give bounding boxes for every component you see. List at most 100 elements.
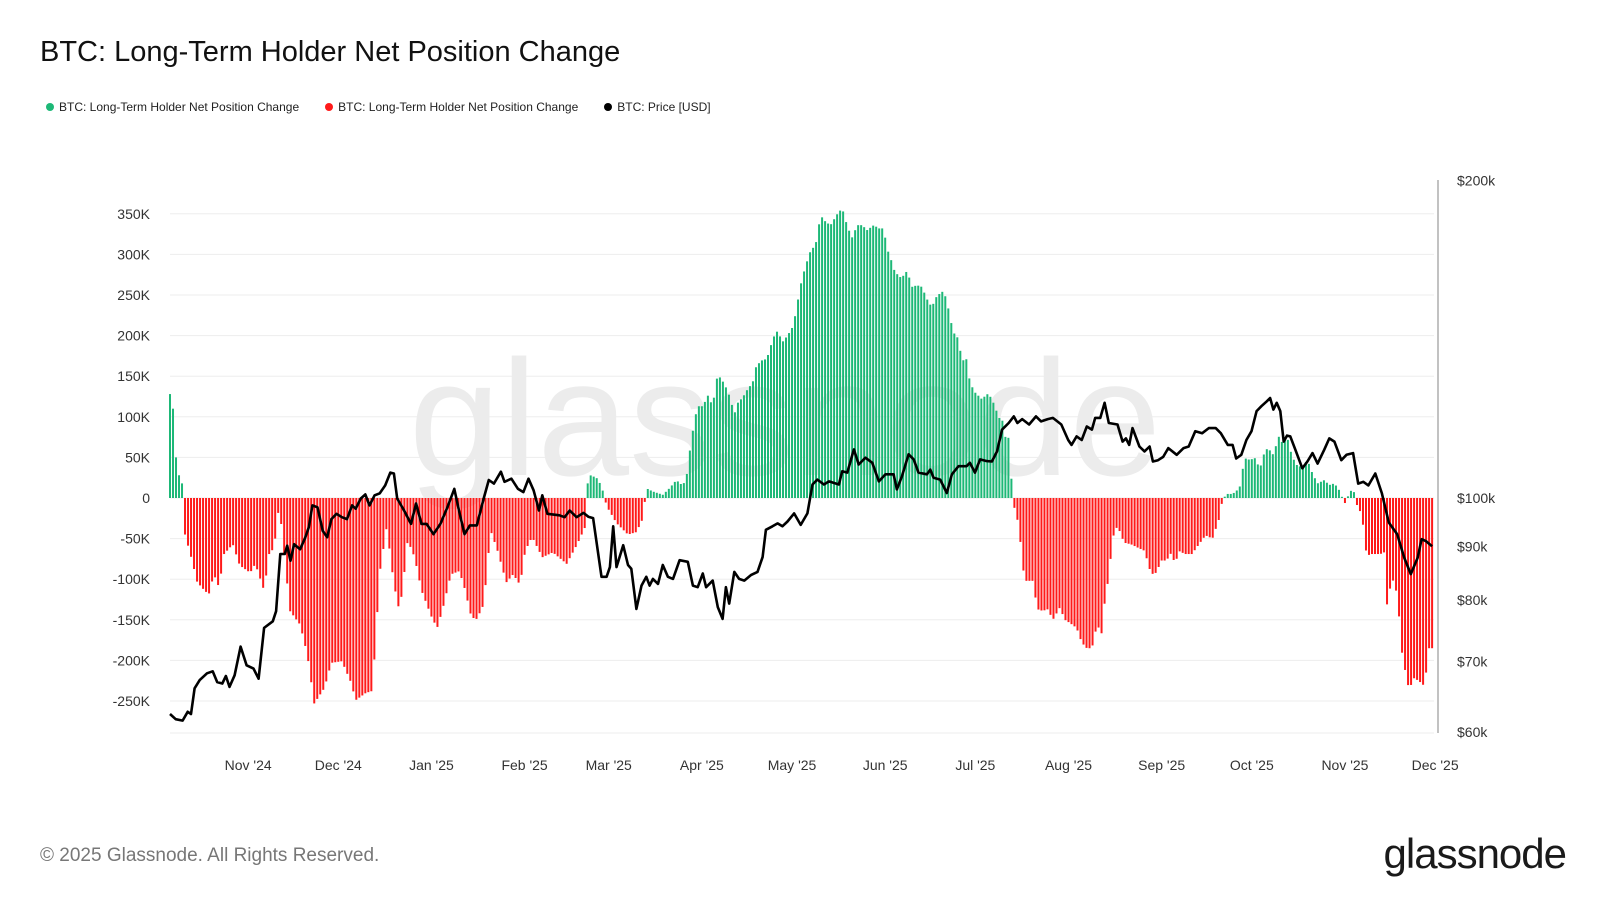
bar-positive xyxy=(926,299,929,498)
bar-negative xyxy=(610,498,613,515)
bar-negative xyxy=(274,498,277,539)
bar-negative xyxy=(316,498,319,699)
bar-negative xyxy=(1049,498,1052,615)
bar-negative xyxy=(619,498,622,528)
bar-positive xyxy=(1253,458,1256,498)
bar-positive xyxy=(685,473,688,498)
bar-positive xyxy=(1283,438,1286,498)
bar-negative xyxy=(547,498,550,555)
bar-negative xyxy=(424,498,427,601)
legend-item-price[interactable]: BTC: Price [USD] xyxy=(604,100,711,114)
bar-negative xyxy=(1085,498,1088,648)
bar-positive xyxy=(887,251,890,498)
bar-negative xyxy=(1175,498,1178,559)
bar-positive xyxy=(742,395,745,498)
bar-positive xyxy=(652,491,655,498)
bar-negative xyxy=(466,498,469,601)
x-tick-label: May '25 xyxy=(768,757,817,773)
bar-positive xyxy=(974,392,977,498)
bar-negative xyxy=(1052,498,1055,619)
bar-positive xyxy=(664,491,667,498)
x-tick-label: Oct '25 xyxy=(1230,757,1274,773)
left-tick-label: 100K xyxy=(117,409,150,425)
bar-negative xyxy=(565,498,568,564)
right-tick-label: $200k xyxy=(1457,173,1496,189)
bar-negative xyxy=(643,498,646,502)
bar-negative xyxy=(1367,498,1370,555)
bar-negative xyxy=(520,498,523,575)
bar-positive xyxy=(1007,437,1010,498)
bar-positive xyxy=(1232,492,1235,498)
bar-positive xyxy=(1337,489,1340,498)
legend-item-net-negative[interactable]: BTC: Long-Term Holder Net Position Chang… xyxy=(325,100,578,114)
bar-positive xyxy=(986,394,989,498)
bar-positive xyxy=(809,252,812,498)
bar-positive xyxy=(1298,466,1301,498)
bar-positive xyxy=(1304,461,1307,498)
bar-negative xyxy=(340,498,343,662)
bar-positive xyxy=(893,269,896,498)
bar-negative xyxy=(1355,498,1358,506)
bar-positive xyxy=(1316,483,1319,498)
bar-positive xyxy=(818,224,821,499)
bar-negative xyxy=(280,498,283,524)
bar-negative xyxy=(418,498,421,581)
bar-positive xyxy=(929,304,932,498)
bar-negative xyxy=(292,498,295,616)
bar-negative xyxy=(496,498,499,551)
x-tick-label: Nov '24 xyxy=(225,757,272,773)
legend-item-net-positive[interactable]: BTC: Long-Term Holder Net Position Chang… xyxy=(46,100,299,114)
bar-negative xyxy=(319,498,322,695)
bar-positive xyxy=(935,297,938,498)
bar-positive xyxy=(691,430,694,498)
bar-negative xyxy=(628,498,631,535)
bar-negative xyxy=(232,498,235,546)
bar-negative xyxy=(385,498,388,530)
bar-negative xyxy=(361,498,364,696)
bar-positive xyxy=(736,402,739,498)
bar-positive xyxy=(956,337,959,498)
bar-negative xyxy=(1151,498,1154,574)
bar-positive xyxy=(845,222,848,499)
bar-positive xyxy=(821,217,824,498)
bar-negative xyxy=(1058,498,1061,609)
bar-negative xyxy=(511,498,514,576)
bar-positive xyxy=(676,481,679,498)
green-dot-icon xyxy=(46,103,54,111)
bar-negative xyxy=(478,498,481,614)
bar-positive xyxy=(661,494,664,498)
bar-negative xyxy=(1139,498,1142,549)
bar-negative xyxy=(430,498,433,617)
x-tick-label: Aug '25 xyxy=(1045,757,1092,773)
bar-negative xyxy=(1395,498,1398,591)
bar-positive xyxy=(658,493,661,498)
bar-positive xyxy=(839,210,842,498)
bar-positive xyxy=(730,404,733,498)
bar-negative xyxy=(355,498,358,700)
bar-negative xyxy=(1055,498,1058,614)
bar-negative xyxy=(1380,498,1383,554)
x-tick-label: Jun '25 xyxy=(863,757,908,773)
black-dot-icon xyxy=(604,103,613,111)
bar-positive xyxy=(649,490,652,498)
bar-positive xyxy=(751,381,754,498)
bar-negative xyxy=(571,498,574,553)
bar-negative xyxy=(277,498,280,513)
bar-negative xyxy=(493,498,496,542)
bar-negative xyxy=(631,498,634,534)
bar-negative xyxy=(256,498,259,570)
bar-negative xyxy=(604,498,607,503)
bar-negative xyxy=(1109,498,1112,559)
bar-positive xyxy=(797,299,800,498)
bar-negative xyxy=(1199,498,1202,542)
bar-negative xyxy=(1013,498,1016,508)
bar-positive xyxy=(983,396,986,498)
bar-negative xyxy=(559,498,562,559)
bar-positive xyxy=(881,228,884,498)
bar-positive xyxy=(1226,493,1229,498)
bar-positive xyxy=(169,394,171,498)
bar-negative xyxy=(196,498,199,582)
left-tick-label: 300K xyxy=(117,246,150,262)
bar-negative xyxy=(1193,498,1196,551)
bar-negative xyxy=(1392,498,1395,581)
